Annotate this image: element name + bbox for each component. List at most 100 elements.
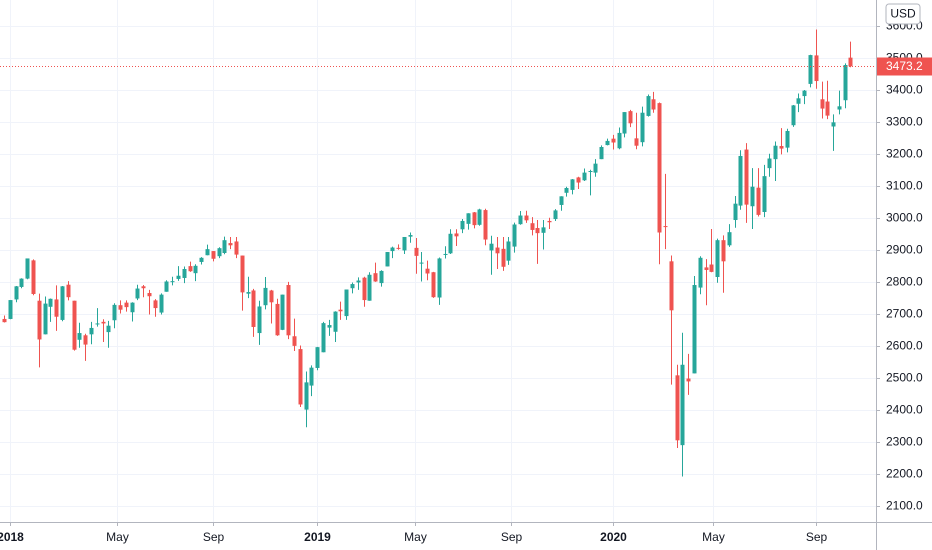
candle-body	[408, 235, 413, 237]
candle-body	[95, 323, 100, 325]
candle-body	[304, 382, 309, 410]
candle-body	[362, 277, 367, 301]
candle-body	[286, 285, 291, 336]
candle-body	[425, 268, 430, 274]
candle-body	[112, 304, 117, 321]
candle-body	[280, 294, 285, 330]
candle-body	[217, 248, 222, 257]
candle-body	[118, 305, 123, 310]
candle-body	[309, 367, 314, 386]
candle-body	[327, 325, 332, 328]
candle-body	[460, 220, 465, 230]
y-tick-label: 3100.0	[886, 179, 923, 193]
candle-body	[820, 99, 825, 109]
candle-body	[663, 226, 668, 228]
candle-body	[240, 255, 245, 293]
candle-body	[77, 333, 82, 340]
y-tick-label: 2200.0	[886, 467, 923, 481]
candle-body	[640, 112, 645, 143]
candle-body	[472, 212, 477, 226]
candle-body	[31, 260, 36, 294]
candle-body	[222, 240, 227, 253]
candle-body	[390, 247, 395, 252]
currency-label: USD	[890, 7, 916, 21]
candle-body	[750, 186, 755, 207]
candle-body	[205, 249, 210, 256]
candle-body	[506, 241, 511, 261]
candle-body	[796, 98, 801, 104]
candle-body	[477, 209, 482, 225]
candle-body	[570, 179, 575, 190]
candle-body	[48, 298, 53, 307]
candle-body	[814, 55, 819, 82]
candle-body	[808, 55, 813, 84]
candle-body	[66, 284, 71, 298]
candle-body	[547, 220, 552, 223]
candle-body	[251, 290, 256, 327]
candle-body	[553, 210, 558, 220]
candle-body	[802, 90, 807, 97]
candle-body	[54, 299, 59, 317]
candle-body	[715, 240, 720, 278]
candle-body	[709, 264, 714, 272]
candle-body	[176, 275, 181, 279]
candle-body	[466, 213, 471, 224]
candle-body	[37, 300, 42, 340]
candle-body	[141, 286, 146, 289]
candle-body	[669, 261, 674, 311]
candle-body	[779, 146, 784, 149]
candle-body	[135, 288, 140, 299]
candle-body	[576, 177, 581, 183]
candle-body	[483, 210, 488, 240]
candle-body	[489, 243, 494, 251]
y-tick-label: 3000.0	[886, 211, 923, 225]
candle-body	[535, 228, 540, 234]
candle-body	[275, 303, 280, 336]
candle-body	[744, 149, 749, 205]
candle-body	[130, 302, 135, 313]
candle-body	[106, 325, 111, 333]
candle-body	[356, 280, 361, 283]
currency-badge[interactable]	[885, 3, 921, 25]
candle-body	[338, 309, 343, 312]
x-tick-label: May	[404, 530, 427, 544]
y-tick-label: 2900.0	[886, 243, 923, 257]
candle-body	[541, 227, 546, 233]
candle-body	[599, 146, 604, 160]
candle-body	[443, 253, 448, 255]
candle-body	[686, 378, 691, 382]
candle-body	[773, 145, 778, 160]
candle-body	[170, 281, 175, 283]
candle-body	[373, 273, 378, 282]
candle-body	[785, 130, 790, 148]
candle-body	[367, 274, 372, 301]
candle-body	[628, 111, 633, 124]
candle-body	[692, 285, 697, 374]
candle-body	[14, 286, 19, 300]
candle-body	[634, 138, 639, 146]
x-tick-label: Sep	[203, 530, 225, 544]
candle-body	[246, 292, 251, 294]
y-tick-label: 2400.0	[886, 403, 923, 417]
candle-body	[518, 215, 523, 225]
candle-body	[501, 248, 506, 267]
candle-body	[8, 300, 13, 319]
candle-body	[727, 232, 732, 246]
candle-body	[19, 278, 24, 287]
candle-body	[588, 171, 593, 173]
candle-body	[147, 293, 152, 297]
candle-body	[564, 187, 569, 193]
candle-body	[2, 318, 7, 323]
candle-body	[512, 224, 517, 247]
candle-body	[843, 65, 848, 101]
candle-body	[350, 284, 355, 289]
candle-body	[762, 176, 767, 213]
x-tick-label: Sep	[806, 530, 828, 544]
candle-body	[791, 105, 796, 126]
candle-body	[605, 140, 610, 146]
candle-body	[698, 257, 703, 288]
y-tick-label: 2600.0	[886, 339, 923, 353]
candle-body	[733, 203, 738, 221]
